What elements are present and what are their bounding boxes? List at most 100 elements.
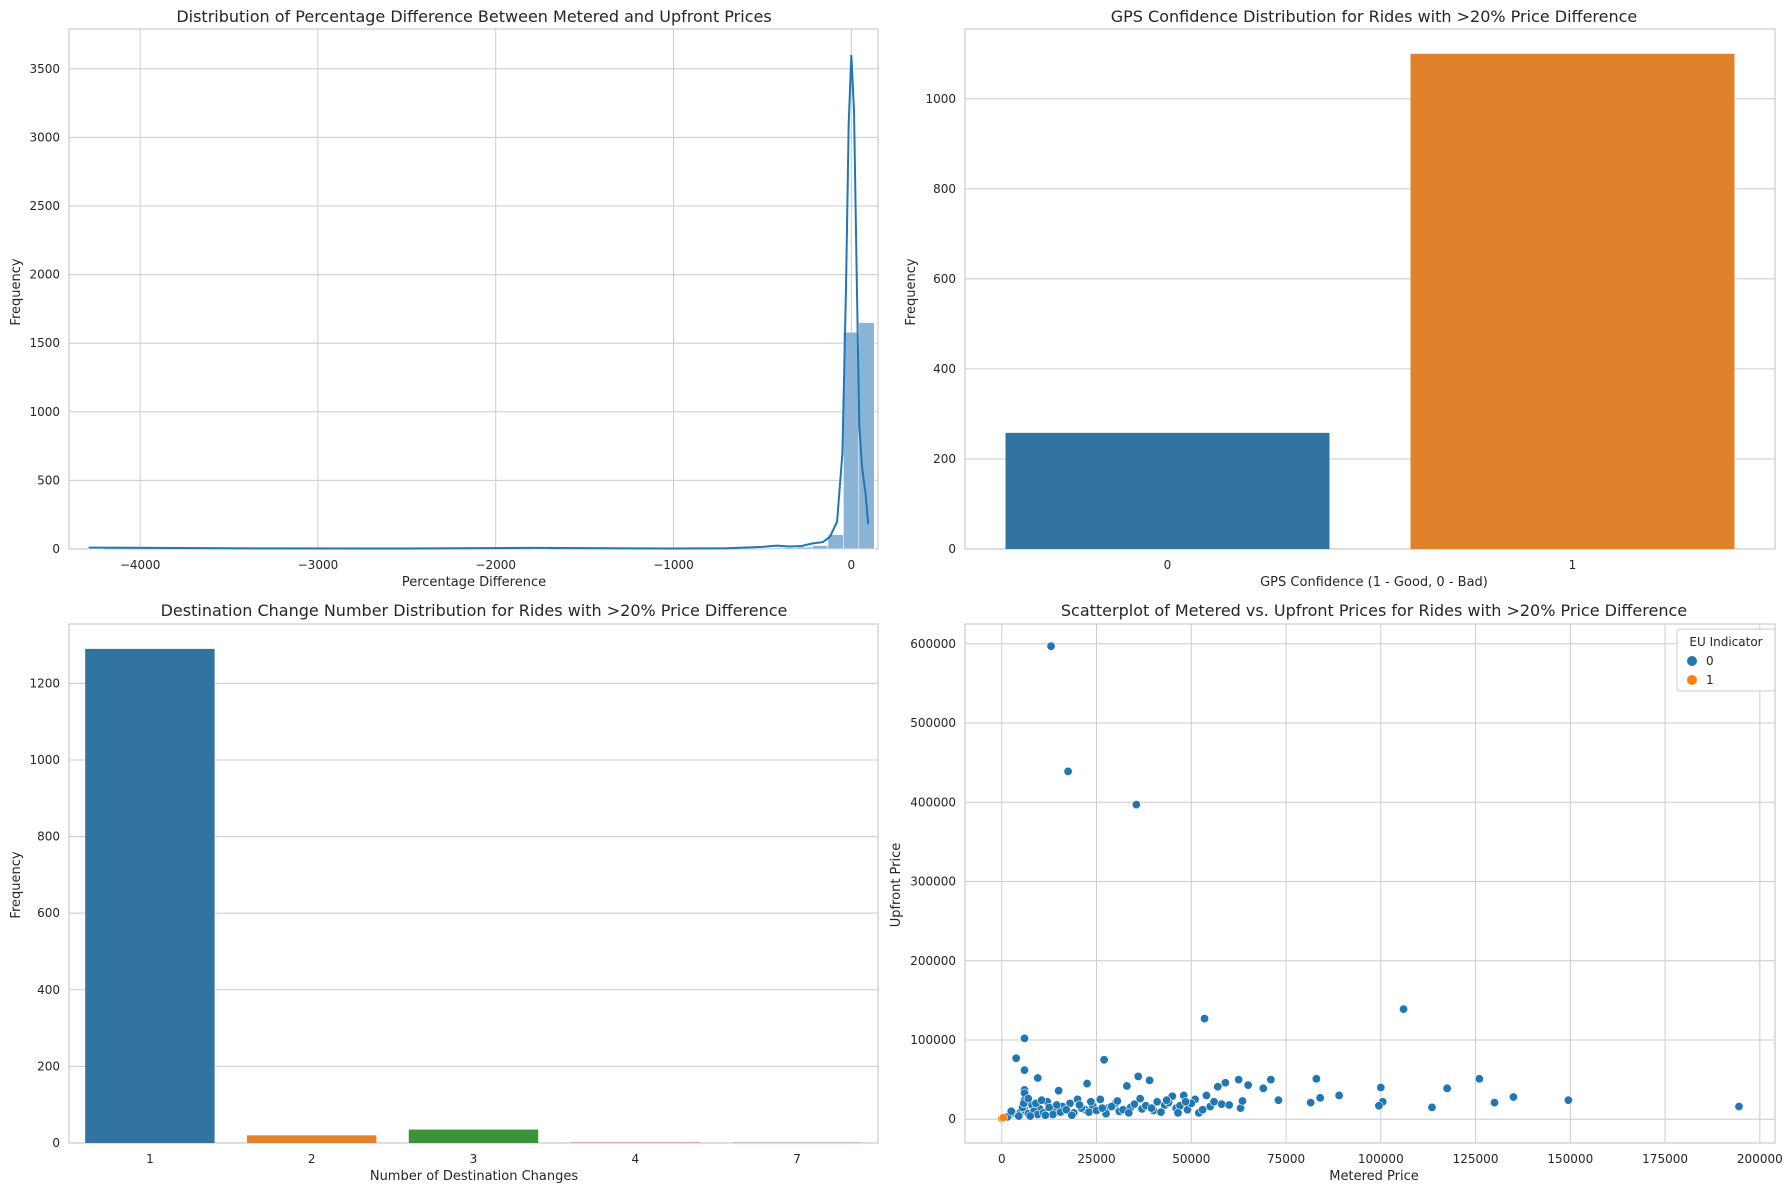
histogram-xlabel: Percentage Difference (402, 575, 546, 590)
scatter-xtick-label: 100000 (1358, 1152, 1404, 1166)
histogram-axes-frame (68, 28, 879, 550)
scatter-point-eu-0 (1107, 1102, 1117, 1112)
scatter-point-eu-0 (1237, 1096, 1247, 1106)
scatter-point-eu-0 (1173, 1108, 1183, 1118)
scatter-point-eu-0 (1162, 1095, 1172, 1105)
gps-title: GPS Confidence Distribution for Rides wi… (1111, 7, 1638, 26)
histogram-ytick-label: 1500 (29, 336, 60, 350)
scatter-point-eu-0 (1135, 1094, 1145, 1104)
gps-ytick-label: 0 (948, 542, 956, 556)
scatter-legend: EU Indicator 0 1 (1676, 628, 1776, 692)
scatter-point-eu-0 (1217, 1099, 1227, 1109)
scatter-point-eu-0 (1181, 1097, 1191, 1107)
scatter-point-eu-0 (1006, 1106, 1016, 1116)
scatter-point-eu-0 (1048, 1109, 1058, 1119)
histogram-bin (858, 322, 875, 550)
destination-bar (246, 1135, 377, 1143)
legend-label-1: 1 (1706, 673, 1714, 687)
scatter-panel: Scatterplot of Metered vs. Upfront Price… (889, 601, 1783, 1184)
legend-marker-1 (1687, 675, 1697, 685)
scatter-point-eu-0 (1334, 1090, 1344, 1100)
scatter-ylabel: Upfront Price (889, 843, 904, 928)
gps-ytick-label: 800 (933, 182, 956, 196)
gps-bar (1410, 53, 1735, 550)
legend-box (1676, 628, 1776, 692)
scatter-point-eu-0 (1037, 1095, 1047, 1105)
histogram-ytick-label: 2500 (29, 199, 60, 213)
gps-bar (1005, 432, 1330, 549)
scatter-point-eu-0 (1086, 1097, 1096, 1107)
scatter-point-eu-0 (1311, 1074, 1321, 1084)
scatter-point-eu-0 (1145, 1075, 1155, 1085)
scatter-point-eu-0 (1427, 1102, 1437, 1112)
legend-label-0: 0 (1706, 654, 1714, 668)
scatter-point-eu-0 (1224, 1100, 1234, 1110)
destination-ytick-label: 800 (37, 830, 60, 844)
scatter-ytick-label: 400000 (910, 795, 956, 809)
gps-ylabel: Frequency (904, 258, 919, 325)
scatter-point-eu-0 (1084, 1107, 1094, 1117)
histogram-panel: Distribution of Percentage Difference Be… (9, 7, 879, 590)
scatter-point-eu-0 (1067, 1110, 1077, 1120)
scatter-ytick-label: 100000 (910, 1033, 956, 1047)
destination-xtick-label: 1 (146, 1152, 154, 1166)
scatter-point-eu-0 (1074, 1100, 1084, 1110)
scatter-point-eu-0 (1040, 1110, 1050, 1120)
gps-panel: GPS Confidence Distribution for Rides wi… (904, 7, 1776, 590)
histogram-xtick-label: −4000 (120, 558, 161, 572)
destination-ylabel: Frequency (9, 851, 24, 918)
gps-ytick-label: 200 (933, 452, 956, 466)
scatter-point-eu-0 (1146, 1103, 1156, 1113)
scatter-ytick-label: 500000 (910, 716, 956, 730)
scatter-point-eu-0 (1209, 1097, 1219, 1107)
destination-ytick-label: 200 (37, 1059, 60, 1073)
destination-ytick-label: 1000 (29, 753, 60, 767)
destination-xlabel: Number of Destination Changes (370, 1169, 579, 1184)
destination-title: Destination Change Number Distribution f… (161, 601, 788, 620)
scatter-point-eu-0 (1442, 1083, 1452, 1093)
gps-ytick-label: 600 (933, 272, 956, 286)
histogram-ytick-label: 3000 (29, 130, 60, 144)
histogram-bin (796, 546, 813, 550)
scatter-xtick-label: 0 (998, 1152, 1006, 1166)
kde-line (88, 55, 870, 550)
histogram-xtick-label: 0 (848, 558, 856, 572)
scatter-point-eu-0 (1243, 1080, 1253, 1090)
destination-panel: Destination Change Number Distribution f… (9, 601, 879, 1184)
histogram-bin (765, 547, 782, 550)
scatter-point-eu-0 (1095, 1094, 1105, 1104)
scatter-xtick-label: 175000 (1642, 1152, 1688, 1166)
scatter-xtick-label: 125000 (1453, 1152, 1499, 1166)
scatter-point-eu-0 (1399, 1004, 1409, 1014)
destination-xtick-label: 3 (470, 1152, 478, 1166)
histogram-bin (781, 547, 798, 550)
destination-bar (408, 1129, 539, 1143)
histogram-ytick-label: 1000 (29, 405, 60, 419)
scatter-point-eu-0 (1258, 1083, 1268, 1093)
scatter-axes-frame (964, 623, 1776, 1144)
scatter-ytick-label: 300000 (910, 875, 956, 889)
scatter-point-eu-0 (1054, 1086, 1064, 1096)
scatter-point-eu-0 (1033, 1073, 1043, 1083)
scatter-point-eu-0 (1011, 1053, 1021, 1063)
scatter-point-eu-0 (1490, 1098, 1500, 1108)
destination-ytick-label: 1200 (29, 676, 60, 690)
scatter-point-eu-0 (1131, 800, 1141, 810)
destination-xtick-label: 4 (631, 1152, 639, 1166)
histogram-bin (843, 331, 860, 550)
destination-ytick-label: 400 (37, 983, 60, 997)
scatter-xtick-label: 75000 (1267, 1152, 1305, 1166)
scatter-point-eu-0 (1234, 1075, 1244, 1085)
scatter-point-eu-0 (1376, 1083, 1386, 1093)
scatter-point-eu-0 (1474, 1074, 1484, 1084)
histogram-xtick-label: −2000 (475, 558, 516, 572)
histogram-ylabel: Frequency (9, 258, 24, 325)
scatter-point-eu-0 (1734, 1102, 1744, 1112)
scatter-point-eu-0 (1112, 1096, 1122, 1106)
destination-xtick-label: 2 (308, 1152, 316, 1166)
scatter-point-eu-0 (1213, 1082, 1223, 1092)
gps-axes-frame (964, 28, 1776, 550)
destination-xtick-label: 7 (793, 1152, 801, 1166)
histogram-title: Distribution of Percentage Difference Be… (176, 7, 771, 26)
